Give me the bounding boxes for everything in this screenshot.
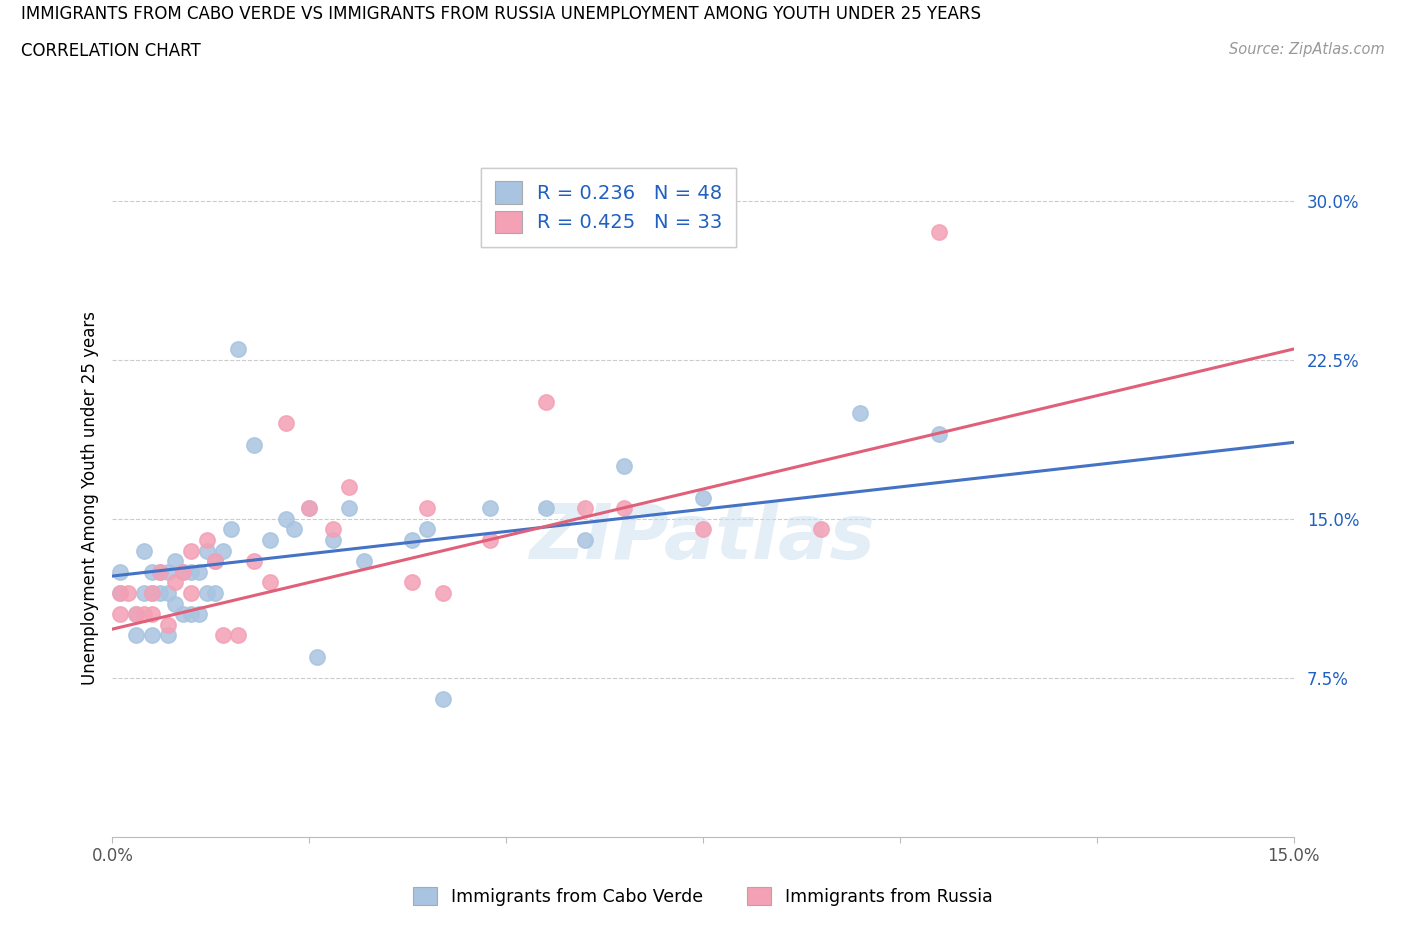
Point <box>243 437 266 452</box>
Point <box>117 586 139 601</box>
Point <box>298 500 321 515</box>
Point <box>534 500 557 515</box>
Point <box>110 586 132 601</box>
Point <box>125 628 148 643</box>
Point <box>149 586 172 601</box>
Point <box>416 500 439 515</box>
Legend: Immigrants from Cabo Verde, Immigrants from Russia: Immigrants from Cabo Verde, Immigrants f… <box>402 877 1004 917</box>
Point <box>259 533 281 548</box>
Point <box>156 628 179 643</box>
Point <box>574 500 596 515</box>
Text: IMMIGRANTS FROM CABO VERDE VS IMMIGRANTS FROM RUSSIA UNEMPLOYMENT AMONG YOUTH UN: IMMIGRANTS FROM CABO VERDE VS IMMIGRANTS… <box>21 5 981 22</box>
Text: Source: ZipAtlas.com: Source: ZipAtlas.com <box>1229 42 1385 57</box>
Point <box>228 628 250 643</box>
Point <box>195 533 218 548</box>
Point <box>132 543 155 558</box>
Point <box>322 533 344 548</box>
Point <box>337 480 360 495</box>
Point <box>172 565 194 579</box>
Point <box>165 553 187 568</box>
Point <box>125 606 148 621</box>
Point <box>479 500 502 515</box>
Point <box>172 565 194 579</box>
Text: CORRELATION CHART: CORRELATION CHART <box>21 42 201 60</box>
Point <box>353 553 375 568</box>
Point <box>195 543 218 558</box>
Y-axis label: Unemployment Among Youth under 25 years: Unemployment Among Youth under 25 years <box>80 311 98 684</box>
Point <box>534 394 557 409</box>
Point <box>204 553 226 568</box>
Point <box>298 500 321 515</box>
Point <box>149 565 172 579</box>
Point <box>337 500 360 515</box>
Point <box>211 628 233 643</box>
Point <box>479 533 502 548</box>
Text: ZIPatlas: ZIPatlas <box>530 501 876 576</box>
Point <box>574 533 596 548</box>
Point <box>283 522 305 537</box>
Point <box>274 416 297 431</box>
Point <box>401 533 423 548</box>
Point <box>195 586 218 601</box>
Point <box>432 692 454 707</box>
Point <box>307 649 329 664</box>
Point <box>692 522 714 537</box>
Point <box>165 596 187 611</box>
Point <box>692 490 714 505</box>
Point <box>322 522 344 537</box>
Point <box>165 575 187 590</box>
Point <box>180 586 202 601</box>
Point <box>180 565 202 579</box>
Point <box>274 512 297 526</box>
Point <box>613 500 636 515</box>
Point <box>132 606 155 621</box>
Point <box>928 427 950 442</box>
Point <box>156 565 179 579</box>
Point <box>219 522 242 537</box>
Point <box>110 586 132 601</box>
Point <box>613 458 636 473</box>
Point <box>204 553 226 568</box>
Point <box>211 543 233 558</box>
Point <box>928 225 950 240</box>
Point <box>849 405 872 420</box>
Point <box>243 553 266 568</box>
Point <box>141 586 163 601</box>
Point <box>156 618 179 632</box>
Point <box>125 606 148 621</box>
Point <box>141 606 163 621</box>
Legend: R = 0.236   N = 48, R = 0.425   N = 33: R = 0.236 N = 48, R = 0.425 N = 33 <box>481 167 737 246</box>
Point <box>416 522 439 537</box>
Point <box>259 575 281 590</box>
Point <box>149 565 172 579</box>
Point <box>188 565 211 579</box>
Point <box>110 606 132 621</box>
Point <box>432 586 454 601</box>
Point <box>204 586 226 601</box>
Point <box>156 586 179 601</box>
Point <box>188 606 211 621</box>
Point <box>180 543 202 558</box>
Point <box>141 628 163 643</box>
Point <box>110 565 132 579</box>
Point <box>141 565 163 579</box>
Point <box>228 341 250 356</box>
Point <box>401 575 423 590</box>
Point <box>172 606 194 621</box>
Point <box>141 586 163 601</box>
Point <box>180 606 202 621</box>
Point <box>810 522 832 537</box>
Point <box>132 586 155 601</box>
